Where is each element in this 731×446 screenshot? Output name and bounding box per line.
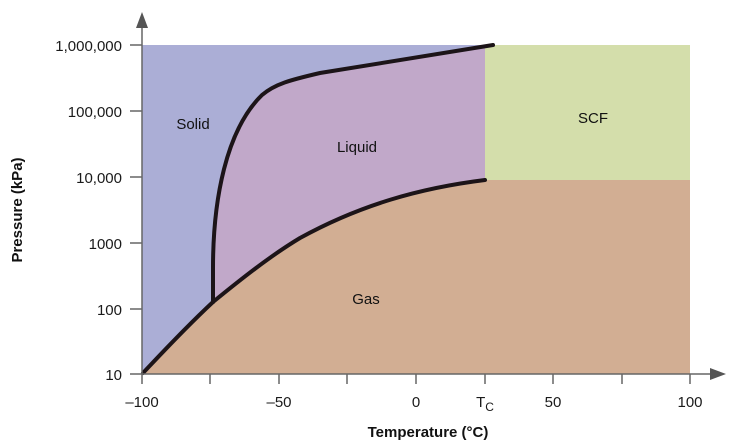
solid-label: Solid: [176, 116, 209, 133]
y-axis-title: Pressure (kPa): [9, 157, 26, 262]
x-tick-label-tc: TC: [476, 394, 494, 414]
y-tick-label: 10: [105, 367, 122, 384]
gas-label: Gas: [352, 291, 380, 308]
x-tick-label: 100: [677, 394, 702, 411]
x-tick-label: –50: [266, 394, 291, 411]
vaporization-curve: [211, 178, 487, 304]
x-ticks: [141, 374, 691, 384]
y-tick-label: 1000: [89, 236, 122, 253]
y-tick-label: 1,000,000: [55, 38, 122, 55]
liquid-label: Liquid: [337, 139, 377, 156]
y-tick-label: 10,000: [76, 170, 122, 187]
x-tick-label: 50: [545, 394, 562, 411]
x-axis-title: Temperature (°C): [368, 424, 489, 441]
x-axis-arrow-icon: [710, 368, 726, 380]
y-ticks: [130, 44, 142, 375]
y-tick-label: 100: [97, 302, 122, 319]
melting-curve: [211, 43, 495, 304]
y-axis-arrow-icon: [136, 12, 148, 28]
gas-region: [142, 180, 690, 374]
scf-region: [485, 45, 690, 180]
x-tick-label: –100: [125, 394, 158, 411]
sublimation-curve: [141, 300, 215, 375]
scf-label: SCF: [578, 110, 608, 127]
liquid-region: [213, 45, 495, 302]
x-tick-label: 0: [412, 394, 420, 411]
y-tick-label: 100,000: [68, 104, 122, 121]
